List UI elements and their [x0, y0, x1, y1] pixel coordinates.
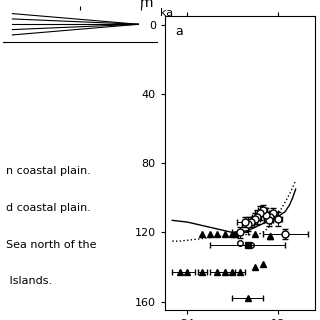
Text: ka: ka: [160, 8, 173, 18]
Text: a: a: [175, 25, 183, 38]
Text: n coastal plain.: n coastal plain.: [6, 166, 91, 176]
Text: m: m: [140, 0, 154, 10]
Text: Islands.: Islands.: [6, 276, 52, 286]
Text: d coastal plain.: d coastal plain.: [6, 203, 91, 213]
Text: Sea north of the: Sea north of the: [6, 240, 97, 250]
